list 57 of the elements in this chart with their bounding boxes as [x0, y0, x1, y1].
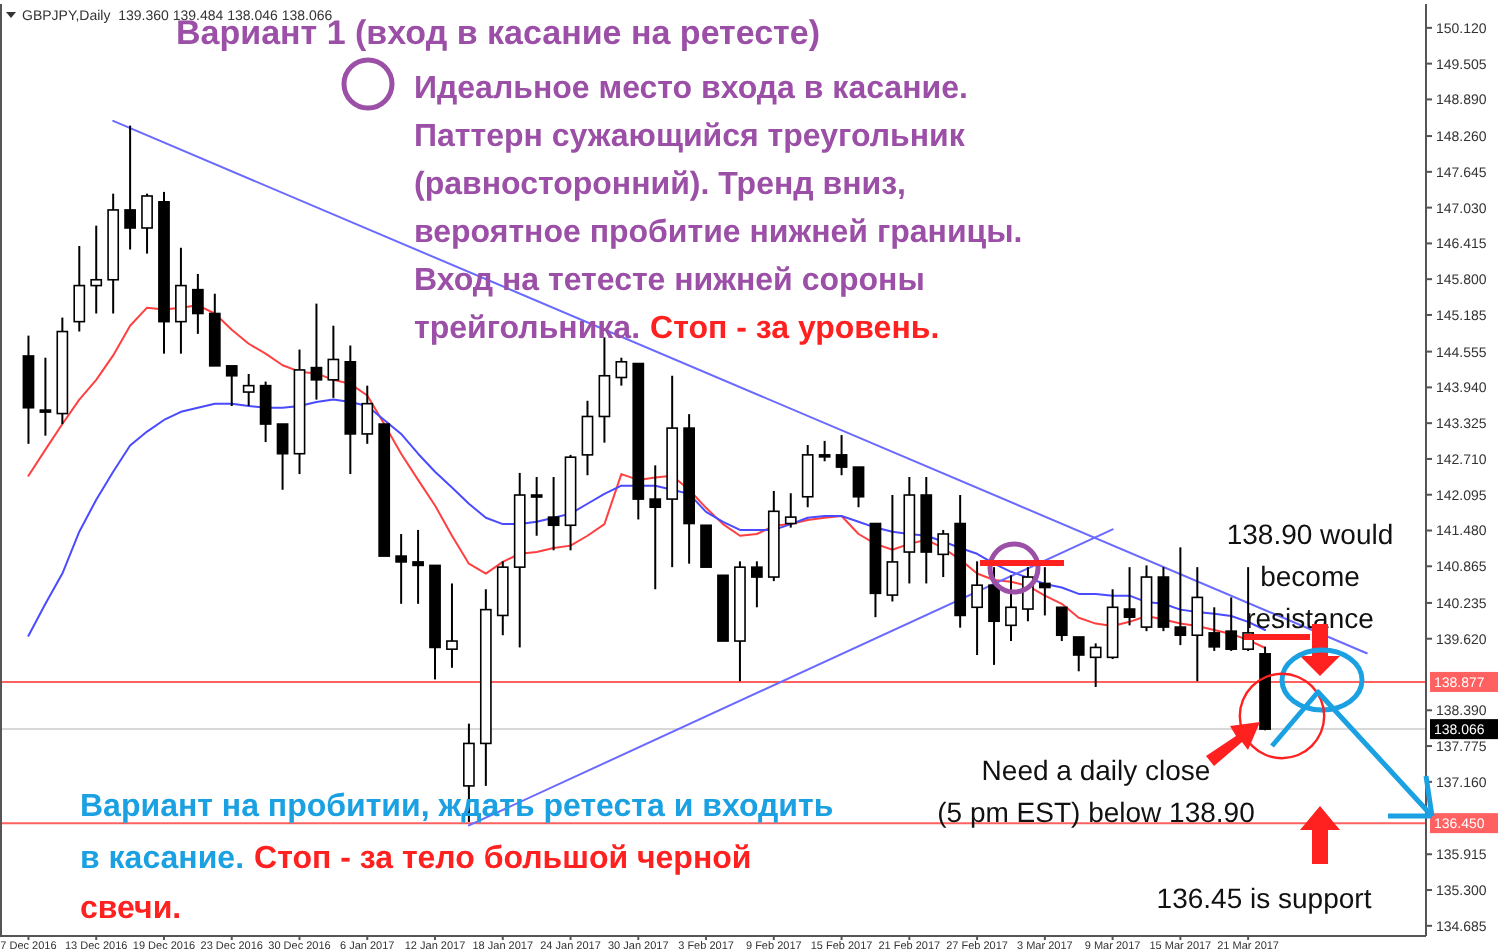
candlestick [141, 192, 153, 255]
annotation: (5 pm EST) below 138.90 [937, 796, 1256, 828]
candlestick [175, 246, 187, 355]
annotation: в касание. [80, 842, 245, 876]
candlestick [446, 582, 458, 669]
candlestick [1123, 566, 1136, 627]
candlestick [1174, 546, 1187, 647]
candlestick [1038, 566, 1051, 617]
candlestick [886, 494, 899, 603]
candlestick [852, 466, 865, 509]
candlestick [1055, 606, 1068, 643]
candlestick [988, 566, 1000, 666]
candlestick [395, 532, 408, 605]
candlestick [73, 245, 86, 333]
candlestick [784, 492, 797, 529]
candlestick [1208, 606, 1221, 652]
candlestick [649, 464, 662, 591]
candlestick [751, 560, 763, 609]
candlestick [191, 272, 204, 335]
candlestick [1072, 635, 1085, 673]
candlestick [615, 356, 628, 387]
candlestick [276, 423, 289, 491]
annotation: (равносторонний). Тренд вниз, [414, 168, 906, 202]
candlestick [937, 528, 950, 579]
annotation: 138.90 would [1226, 518, 1394, 550]
candlestick [327, 324, 340, 399]
candlestick [124, 124, 136, 251]
annotation: Паттерн сужающийся треугольник [414, 120, 967, 154]
candlestick [530, 475, 543, 537]
candlestick [310, 302, 323, 401]
candlestick [801, 443, 814, 509]
annotation: Need a daily close [981, 754, 1211, 786]
candlestick [90, 224, 103, 315]
candlestick [225, 364, 238, 408]
candlestick [1191, 566, 1204, 683]
candlestick [971, 560, 983, 656]
candlestick [39, 356, 52, 437]
candlestick [818, 439, 831, 463]
annotation: Идеальное место входа в касание. [414, 72, 968, 106]
annotation: вероятное пробитие нижней границы. [414, 216, 1023, 250]
annotation: become [1260, 560, 1361, 592]
candlestick [259, 380, 272, 444]
candlestick [547, 475, 560, 552]
candlestick [412, 528, 424, 605]
candlestick [1089, 642, 1102, 688]
annotation: Стоп - за уровень. [650, 312, 940, 346]
candlestick [242, 373, 255, 408]
candlestick [1005, 574, 1017, 643]
candlestick [700, 524, 712, 568]
candlestick [581, 399, 594, 477]
annotation: свечи. [80, 892, 182, 926]
candlestick [361, 384, 374, 445]
candlestick [835, 434, 848, 477]
candlestick [1225, 596, 1238, 652]
annotation: Вход на тетесте нижней сороны [414, 264, 925, 298]
annotation: 136.45 is support [1156, 882, 1372, 914]
annotation: Стоп - за тело большой черной [254, 842, 752, 876]
